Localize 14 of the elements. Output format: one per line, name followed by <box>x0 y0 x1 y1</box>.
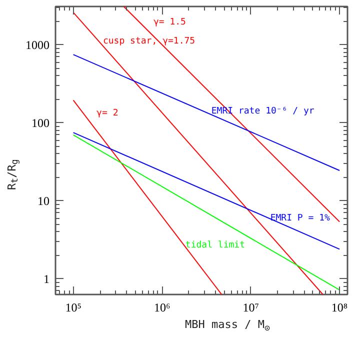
y-tick-label: 10 <box>38 194 50 208</box>
x-tick-label: 10⁵ <box>65 300 82 314</box>
y-tick-label: 1 <box>44 272 50 286</box>
series-label: cusp star, γ=1.75 <box>102 36 196 47</box>
series-label: γ= 2 <box>96 108 118 118</box>
x-tick-label: 10⁷ <box>242 300 259 314</box>
series-label: γ= 1.5 <box>153 17 186 28</box>
x-tick-label: 10⁸ <box>331 300 348 314</box>
x-tick-label: 10⁶ <box>154 300 170 314</box>
y-tick-label: 100 <box>32 116 50 130</box>
y-tick-label: 1000 <box>26 38 50 52</box>
series-label: EMRI P = 1% <box>270 214 330 224</box>
series-label: tidal limit <box>185 240 246 251</box>
x-axis-title: MBH mass / M$_{⊙}$ <box>185 317 270 336</box>
